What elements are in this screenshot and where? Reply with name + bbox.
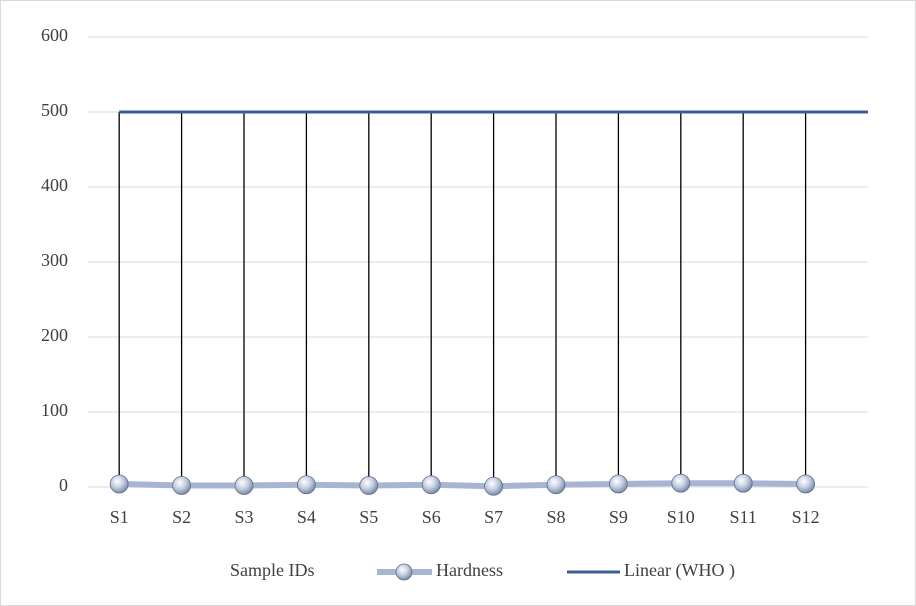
y-tick-label: 500 bbox=[41, 100, 68, 120]
legend-label: Linear (WHO ) bbox=[624, 560, 735, 581]
marker bbox=[796, 474, 815, 494]
series-line bbox=[119, 480, 806, 490]
x-tick-label: S9 bbox=[609, 507, 628, 527]
y-tick-label: 300 bbox=[41, 250, 68, 270]
x-tick-label: S4 bbox=[297, 507, 316, 527]
legend-marker bbox=[395, 563, 413, 581]
marker bbox=[421, 475, 441, 495]
x-tick-label: S3 bbox=[234, 507, 253, 527]
x-tick-label: S8 bbox=[546, 507, 565, 527]
y-tick-label: 200 bbox=[41, 325, 68, 345]
marker bbox=[359, 476, 379, 495]
plot-area bbox=[109, 110, 868, 496]
marker bbox=[484, 476, 504, 496]
x-tick-label: S2 bbox=[172, 507, 191, 527]
x-tick-label: S1 bbox=[110, 507, 129, 527]
y-tick-label: 100 bbox=[41, 400, 68, 420]
x-tick-label: S10 bbox=[667, 507, 695, 527]
marker bbox=[609, 474, 628, 494]
marker bbox=[296, 475, 316, 495]
x-tick-label: S5 bbox=[359, 507, 378, 527]
marker bbox=[546, 475, 566, 495]
y-tick-label: 400 bbox=[41, 175, 68, 195]
marker bbox=[234, 476, 254, 495]
x-tick-label: S11 bbox=[730, 507, 757, 527]
y-tick-label: 0 bbox=[59, 475, 68, 495]
marker bbox=[733, 473, 753, 493]
marker bbox=[172, 476, 192, 495]
legend-label: Hardness bbox=[436, 560, 503, 580]
marker bbox=[671, 473, 691, 493]
y-tick-label: 600 bbox=[41, 25, 68, 45]
x-tick-label: S7 bbox=[484, 507, 503, 527]
x-axis-label: Sample IDs bbox=[230, 560, 315, 580]
marker bbox=[109, 474, 129, 494]
legend: Sample IDs Hardness Linear (WHO ) bbox=[230, 560, 735, 581]
x-tick-label: S6 bbox=[422, 507, 441, 527]
x-tick-label: S12 bbox=[792, 507, 820, 527]
